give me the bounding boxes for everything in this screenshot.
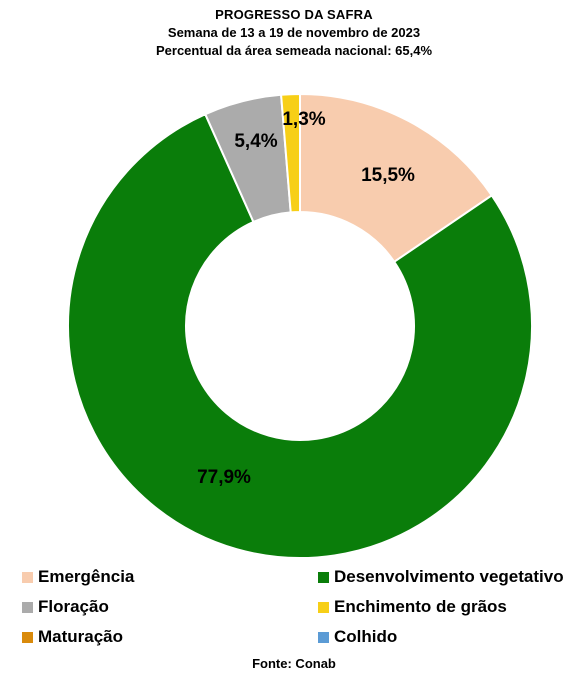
slice-1 [299,92,494,264]
legend-swatch-colhido [318,631,329,643]
chart-source: Fonte: Conab [252,656,336,671]
chart-legend: Emergência Desenvolvimento vegetativo Fl… [0,562,588,654]
chart-titles: PROGRESSO DA SAFRA Semana de 13 a 19 de … [0,6,588,60]
legend-item-emergencia: Emergência [22,565,134,589]
legend-swatch-maturacao [22,631,33,643]
donut-chart: 15,5% 77,9% 5,4%1,3% [67,92,534,559]
legend-item-desenvolvimento: Desenvolvimento vegetativo [318,565,564,589]
legend-swatch-enchimento [318,601,329,613]
legend-item-colhido: Colhido [318,625,397,649]
legend-swatch-desenvolvimento [318,571,329,583]
legend-item-maturacao: Maturação [22,625,123,649]
legend-item-floracao: Floração [22,595,109,619]
data-label-1: 15,5% [361,165,415,186]
legend-label-colhido: Colhido [334,627,398,646]
data-label-3: 5,4% [234,131,277,152]
legend-label-desenvolvimento: Desenvolvimento vegetativo [334,567,564,586]
legend-label-maturacao: Maturação [38,627,124,646]
slice-2 [67,112,534,559]
slice-4 [280,92,301,214]
legend-item-enchimento: Enchimento de grãos [318,595,507,619]
legend-swatch-floracao [22,601,33,613]
chart-subtitle: Semana de 13 a 19 de novembro de 2023 [167,25,421,40]
data-label-4: 1,3% [282,109,325,130]
chart-subtitle-area: Percentual da área semeada nacional: 65,… [155,43,433,58]
legend-swatch-emergencia [22,571,33,583]
legend-label-floracao: Floração [38,597,109,616]
legend-label-enchimento: Enchimento de grãos [334,597,507,616]
data-label-2: 77,9% [197,467,251,488]
chart-title: PROGRESSO DA SAFRA [215,7,373,22]
legend-label-emergencia: Emergência [38,567,135,586]
